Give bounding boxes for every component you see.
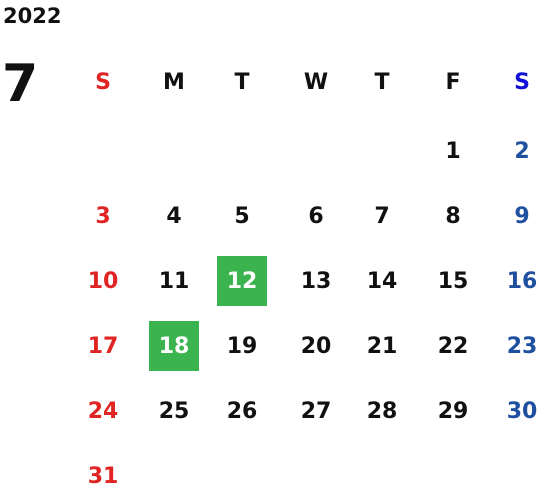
- day: 14: [366, 268, 398, 294]
- day: 28: [366, 398, 398, 424]
- day-highlighted: 18: [149, 321, 199, 371]
- day: 20: [300, 333, 332, 359]
- month: 7: [2, 54, 39, 114]
- weekday-header: T: [234, 69, 250, 95]
- day: 1: [445, 138, 461, 164]
- day: 22: [437, 333, 469, 359]
- day: 4: [166, 203, 182, 229]
- day: 30: [506, 398, 538, 424]
- day-highlighted: 12: [217, 256, 267, 306]
- day: 26: [226, 398, 258, 424]
- day: 10: [87, 268, 119, 294]
- day: 7: [374, 203, 390, 229]
- weekday-header: W: [303, 69, 329, 95]
- day: 2: [514, 138, 530, 164]
- day: 15: [437, 268, 469, 294]
- day: 8: [445, 203, 461, 229]
- day: 21: [366, 333, 398, 359]
- day: 11: [158, 268, 190, 294]
- day: 3: [95, 203, 111, 229]
- day: 23: [506, 333, 538, 359]
- day: 19: [226, 333, 258, 359]
- day: 5: [234, 203, 250, 229]
- weekday-header: F: [445, 69, 461, 95]
- day: 17: [87, 333, 119, 359]
- day: 27: [300, 398, 332, 424]
- day: 24: [87, 398, 119, 424]
- day: 6: [308, 203, 324, 229]
- day: 29: [437, 398, 469, 424]
- weekday-header: M: [163, 69, 185, 95]
- day: 31: [87, 463, 119, 489]
- day: 16: [506, 268, 538, 294]
- weekday-header: S: [95, 69, 111, 95]
- day: 25: [158, 398, 190, 424]
- weekday-header: S: [514, 69, 530, 95]
- year: 2022: [3, 4, 62, 28]
- day: 9: [514, 203, 530, 229]
- weekday-header: T: [374, 69, 390, 95]
- day: 13: [300, 268, 332, 294]
